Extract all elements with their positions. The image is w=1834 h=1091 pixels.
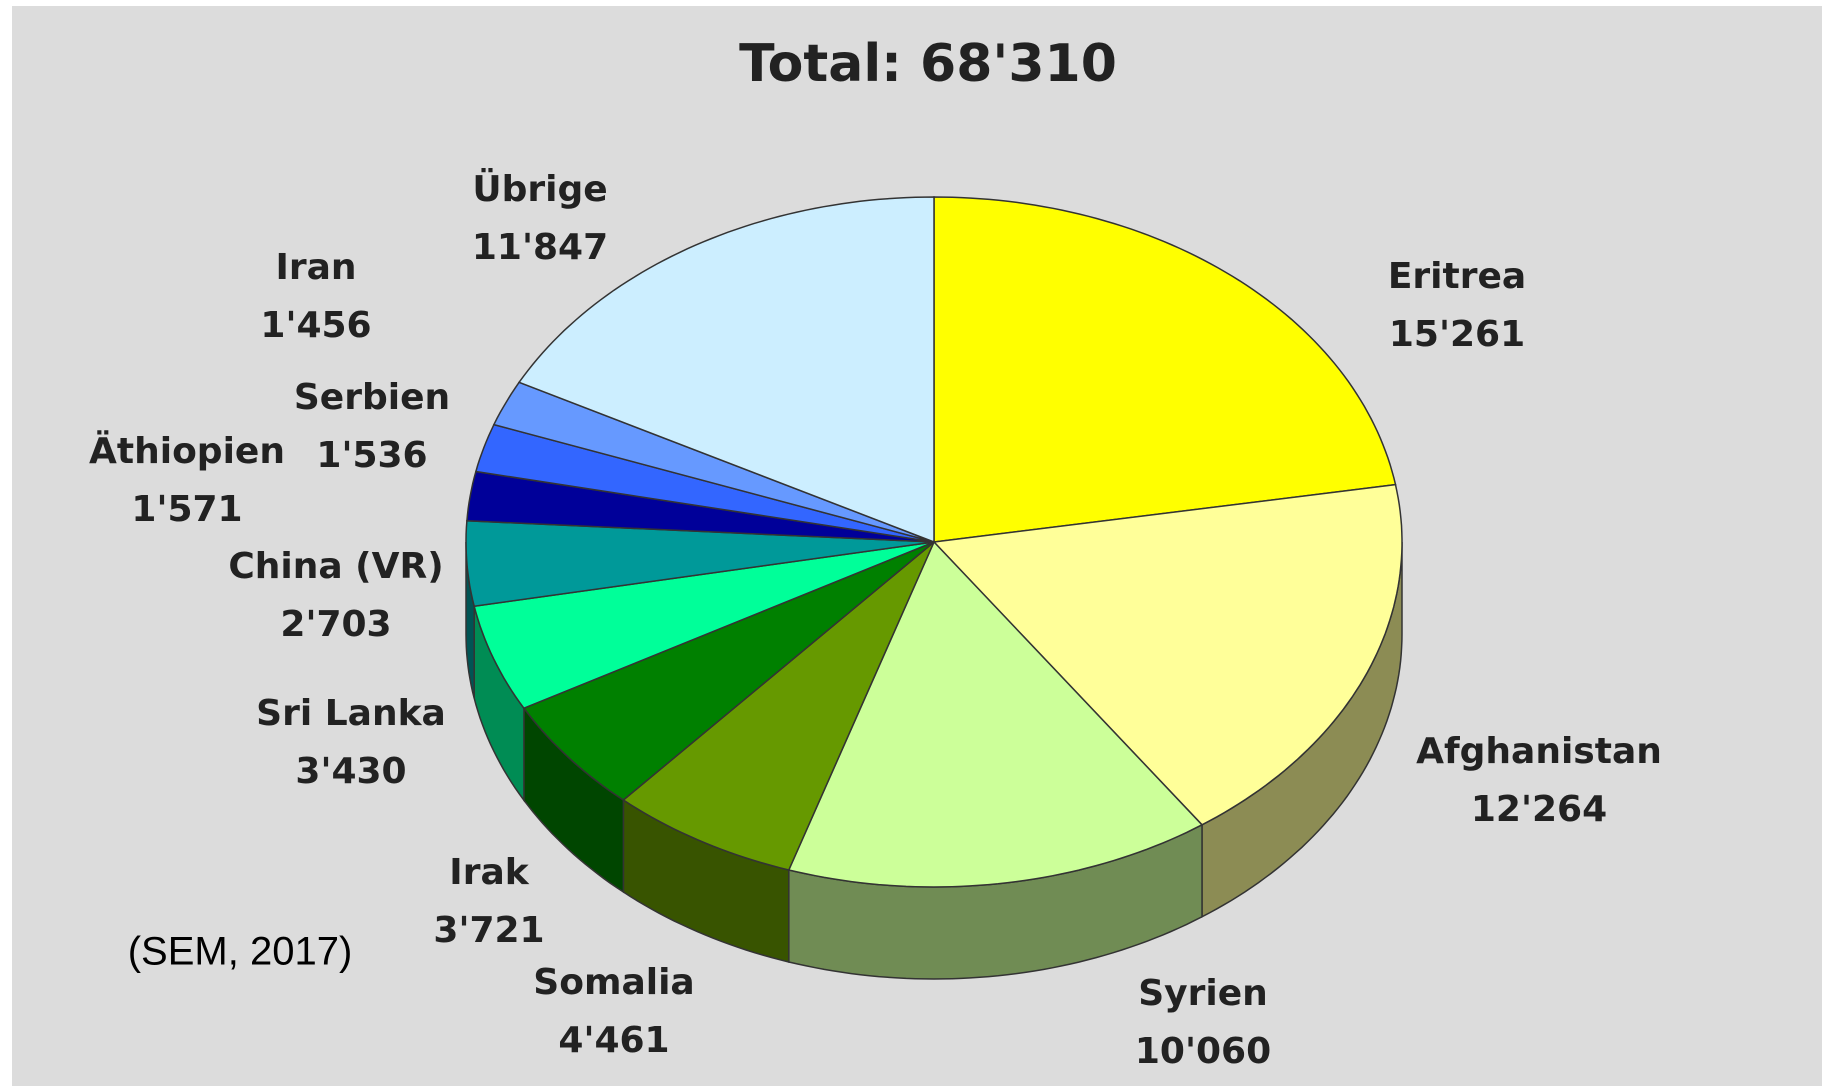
slice-value: 1'536 bbox=[316, 435, 427, 476]
pie-slice bbox=[522, 541, 935, 801]
pie-slice bbox=[465, 520, 935, 608]
slice-value: 10'060 bbox=[1135, 1031, 1271, 1072]
slice-value: 4'461 bbox=[558, 1020, 669, 1061]
slice-value: 11'847 bbox=[472, 227, 608, 268]
pie-slice bbox=[473, 541, 935, 710]
source-note: (SEM, 2017) bbox=[128, 930, 353, 974]
slice-label: China (VR) bbox=[228, 546, 443, 587]
slice-label: Irak bbox=[449, 852, 529, 893]
slice-label: Äthiopien bbox=[89, 430, 285, 472]
pie-slice bbox=[517, 196, 935, 544]
slice-value: 2'703 bbox=[280, 604, 391, 645]
chart-title: Total: 68'310 bbox=[739, 34, 1117, 94]
slice-value: 1'571 bbox=[131, 489, 242, 530]
slice-label: Serbien bbox=[294, 377, 450, 418]
pie-slice bbox=[932, 483, 1403, 826]
pie-slice bbox=[474, 423, 935, 543]
slice-label: Syrien bbox=[1138, 973, 1268, 1014]
pie-slice bbox=[787, 540, 1204, 888]
pie-slice bbox=[622, 541, 935, 871]
slice-label: Übrige bbox=[472, 168, 607, 210]
slice-label: Afghanistan bbox=[1416, 731, 1662, 772]
slice-value: 15'261 bbox=[1389, 314, 1525, 355]
slice-value: 3'430 bbox=[295, 751, 406, 792]
pie-slice bbox=[933, 196, 1397, 543]
slice-label: Eritrea bbox=[1388, 256, 1526, 297]
slice-label: Somalia bbox=[533, 962, 694, 1003]
pie-slice bbox=[492, 381, 935, 543]
slice-value: 12'264 bbox=[1471, 789, 1607, 830]
slice-label: Iran bbox=[275, 247, 356, 288]
slice-value: 3'721 bbox=[433, 910, 544, 951]
slice-value: 1'456 bbox=[260, 305, 371, 346]
slice-label: Sri Lanka bbox=[256, 693, 446, 734]
